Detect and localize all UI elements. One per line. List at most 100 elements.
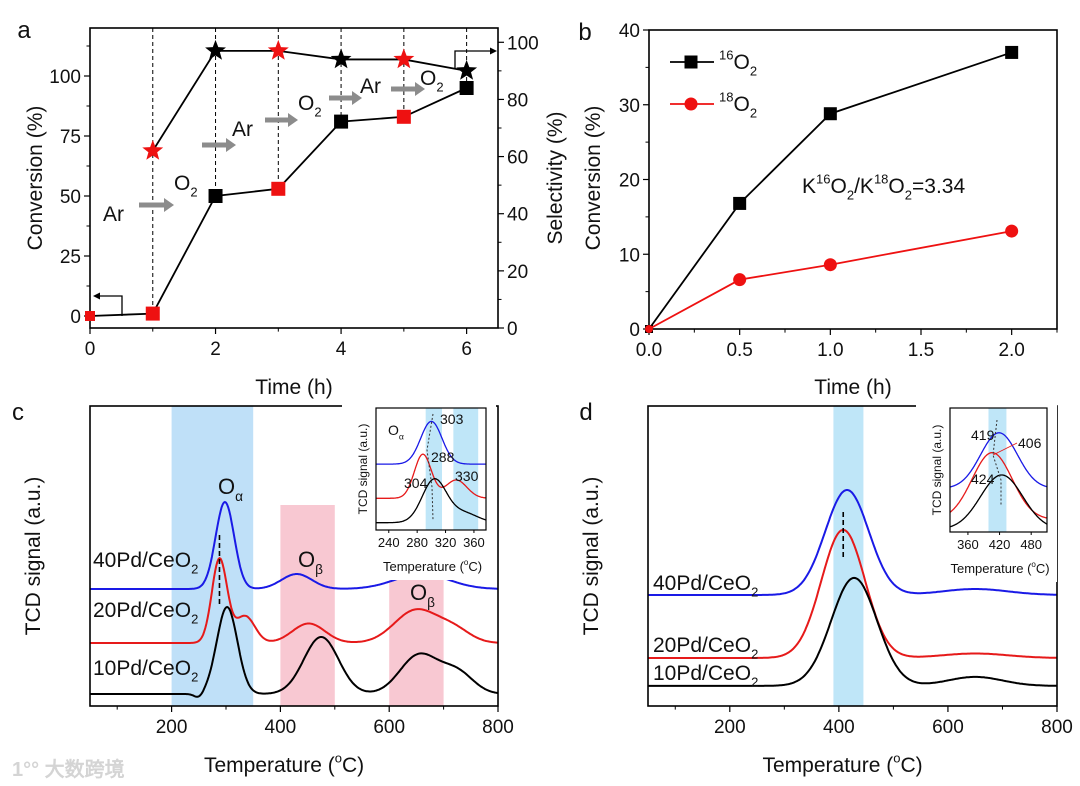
- sample-label: 10Pd/CeO2: [653, 662, 758, 690]
- inset-peak-value: 288: [431, 449, 455, 465]
- highlight-band: [280, 505, 335, 706]
- y-tick-label: 0: [70, 307, 81, 328]
- x-axis-title-part: C): [342, 754, 364, 777]
- gas-label: Ar: [360, 75, 381, 98]
- rate-ratio-annotation-part: O: [888, 175, 904, 198]
- tpr-curve: [648, 528, 1057, 659]
- inset-band: [453, 408, 479, 530]
- x-tick-label: 800: [1041, 717, 1073, 738]
- star-marker: [267, 39, 289, 60]
- y-tick-label: 0: [629, 320, 640, 341]
- y-tick-label: 20: [619, 171, 640, 192]
- left-arrow-icon: [93, 292, 100, 300]
- peak-label-part: O: [410, 580, 427, 605]
- x-tick-label: 4: [336, 339, 347, 360]
- inset-peak-value: 406: [1018, 435, 1042, 451]
- square-marker: [271, 181, 286, 196]
- peak-label: Oβ: [410, 580, 435, 610]
- x-tick-label: 0.5: [726, 340, 752, 361]
- gas-label: O2: [420, 67, 444, 95]
- y-tick-label: 60: [507, 148, 528, 169]
- gas-label-part: O: [174, 172, 190, 195]
- tpr-curve: [90, 605, 499, 698]
- gas-label-part: 2: [190, 185, 197, 200]
- x-tick-label: 400: [265, 717, 297, 738]
- x-tick-label: 6: [461, 339, 472, 360]
- inset-x-tick-label: 420: [989, 537, 1011, 552]
- sample-label-part: 40Pd/CeO: [653, 572, 751, 595]
- square-marker: [85, 311, 95, 321]
- inset-curve: [376, 453, 486, 499]
- star-marker: [393, 48, 415, 69]
- x-axis-title-part: Temperature (: [204, 754, 335, 777]
- square-marker: [208, 189, 223, 203]
- y-tick-label: 50: [60, 187, 81, 208]
- gas-label-part: 2: [436, 80, 443, 95]
- square-marker: [334, 114, 349, 129]
- sample-label: 40Pd/CeO2: [653, 572, 758, 600]
- circle-marker: [1005, 224, 1019, 238]
- x-tick-label: 0.0: [636, 340, 662, 361]
- x-axis-title-part: Temperature (: [763, 754, 894, 777]
- y-tick-label: 25: [60, 247, 81, 268]
- legend-marker: [684, 97, 698, 111]
- sample-label-part: 10Pd/CeO: [653, 662, 751, 685]
- sample-label-part: 40Pd/CeO: [93, 549, 191, 572]
- y-tick-label: 100: [49, 67, 81, 88]
- inset-band: [425, 408, 442, 530]
- inset-peak-value: 424: [971, 471, 995, 487]
- panel-label: c: [12, 399, 24, 426]
- square-marker: [823, 107, 837, 121]
- inset-peak-label: Oα: [388, 422, 404, 441]
- x-axis-title-part: C): [900, 754, 922, 777]
- inset-x-axis-title-part: o: [464, 558, 469, 567]
- gas-switch-arrow-icon: [391, 82, 425, 96]
- inset-peak-value: 303: [440, 411, 464, 427]
- inset-curve: [376, 420, 486, 465]
- sample-label-part: 10Pd/CeO: [93, 657, 191, 680]
- inset-curve: [949, 432, 1048, 488]
- y-tick-label: 80: [507, 90, 528, 111]
- sample-label: 20Pd/CeO2: [653, 634, 758, 662]
- x-axis-title: Temperature (oC): [763, 751, 923, 777]
- peak-label-part: α: [235, 489, 243, 504]
- left-axis-indicator: [98, 295, 123, 316]
- inset-peak-label-part: α: [399, 431, 404, 441]
- legend-label-part: O: [733, 51, 749, 74]
- sample-label: 20Pd/CeO2: [93, 599, 198, 627]
- peak-label: Oβ: [298, 547, 323, 577]
- sample-label: 40Pd/CeO2: [93, 549, 198, 577]
- x-tick-label: 800: [482, 717, 514, 738]
- legend-label-part: 18: [719, 90, 733, 105]
- x-tick-label: 1.0: [817, 340, 843, 361]
- inset-peak-shift-line: [992, 419, 1002, 505]
- inset-y-axis-title: TCD signal (a.u.): [356, 424, 370, 515]
- rate-ratio-annotation-part: /K: [854, 175, 874, 198]
- inset-x-tick-label: 240: [378, 535, 400, 550]
- y-tick-label: 10: [619, 245, 640, 266]
- y-axis-title: TCD signal (a.u.): [580, 477, 603, 636]
- x-tick-label: 600: [373, 717, 405, 738]
- panel-b: b0.0 0.5 1.0 1.5 2.001020304016O218O2K16O2/K…: [578, 19, 1058, 399]
- inset-curve: [949, 474, 1048, 528]
- selectivity-line: [152, 49, 467, 152]
- x-axis-title-part: o: [335, 751, 342, 766]
- x-axis-title: Time (h): [814, 376, 891, 399]
- series-line: [648, 230, 1012, 330]
- rate-ratio-annotation: K16O2/K18O2=3.34: [802, 172, 965, 203]
- tpr-curve: [648, 489, 1057, 596]
- tpr-curve: [648, 576, 1057, 687]
- legend-label-part: 16: [719, 48, 733, 63]
- y-tick-label: 0: [507, 319, 518, 340]
- inset-y-axis-title: TCD signal (a.u.): [930, 425, 944, 516]
- gas-switch-arrow-icon: [329, 91, 362, 105]
- sample-label-part: 2: [191, 670, 198, 685]
- square-marker: [459, 81, 474, 95]
- x-tick-label: 1.5: [908, 340, 934, 361]
- circle-marker: [645, 325, 653, 333]
- inset-x-axis-title: Temperature (oC): [951, 560, 1050, 576]
- panel-label: d: [579, 399, 592, 426]
- inset-peak-value: 419: [971, 427, 995, 443]
